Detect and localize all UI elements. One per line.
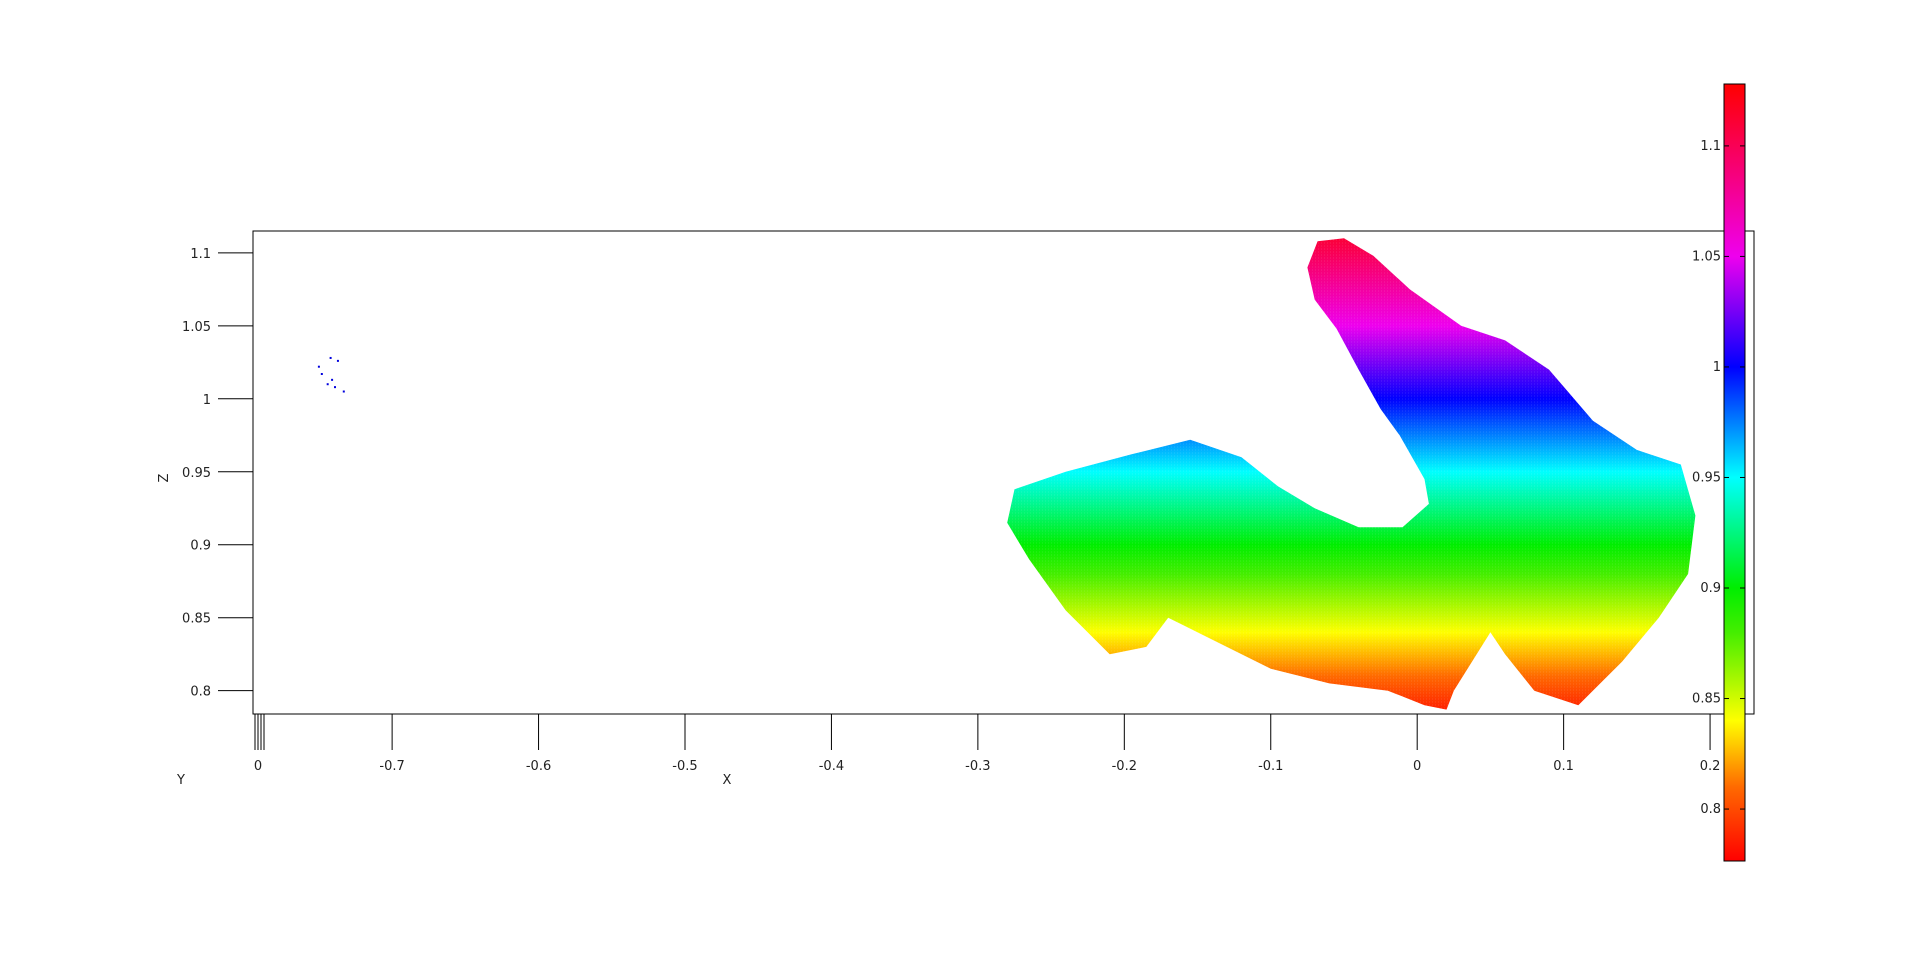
outlier-point <box>331 378 334 381</box>
x-tick-label: -0.2 <box>1112 759 1137 774</box>
outlier-point <box>336 359 339 362</box>
x-tick-label: -0.4 <box>819 759 844 774</box>
x-tick-label: -0.7 <box>379 759 404 774</box>
x-tick-label: -0.6 <box>526 759 551 774</box>
z-tick-label: 0.95 <box>182 466 211 481</box>
outlier-point <box>326 383 329 386</box>
outlier-point <box>342 390 345 393</box>
x-tick-label: 0 <box>1413 759 1421 774</box>
colorbar-tick-label: 0.95 <box>1692 470 1721 485</box>
y-tick-label: 0 <box>254 759 262 774</box>
y-axis: 0 <box>254 714 265 774</box>
colorbar-tick-label: 1.05 <box>1692 249 1721 264</box>
point-cloud-outlier <box>317 356 345 393</box>
colorbar-tick-label: 0.8 <box>1700 802 1721 817</box>
x-axis: -0.7 -0.6 -0.5 -0.4 -0.3 -0.2 -0.1 0 0.1 0.2 <box>379 714 1720 774</box>
outlier-point <box>329 356 332 359</box>
z-tick-label: 1.05 <box>182 320 211 335</box>
colorbar-tick-label: 0.9 <box>1700 581 1721 596</box>
x-tick-label: -0.5 <box>672 759 697 774</box>
point-cloud <box>317 238 1696 710</box>
outlier-point <box>320 373 323 376</box>
z-tick-label: 1.1 <box>190 247 211 262</box>
z-tick-label: 1 <box>203 393 211 408</box>
z-axis: 1.1 1.05 1 0.95 0.9 0.85 0.8 <box>182 247 253 700</box>
x-tick-label: 0.2 <box>1700 759 1721 774</box>
x-tick-label: 0.1 <box>1553 759 1574 774</box>
outlier-point <box>317 365 320 368</box>
colorbar-tick-label: 0.85 <box>1692 692 1721 707</box>
colorbar-tick-label: 1 <box>1713 360 1721 375</box>
z-tick-label: 0.8 <box>190 685 211 700</box>
x-tick-label: -0.1 <box>1258 759 1283 774</box>
x-tick-label: -0.3 <box>965 759 990 774</box>
colorbar-ticks: 1.1 1.05 1 0.95 0.9 0.85 0.8 <box>1692 139 1745 817</box>
z-tick-label: 0.9 <box>190 539 211 554</box>
colorbar <box>1723 83 1746 862</box>
y-axis-label: Y <box>176 773 185 788</box>
outlier-point <box>334 386 337 389</box>
x-axis-label: X <box>723 773 732 788</box>
colorbar-tick-label: 1.1 <box>1700 139 1721 154</box>
point-cloud-main <box>1007 238 1696 710</box>
z-tick-label: 0.85 <box>182 612 211 627</box>
plot-box <box>252 230 1755 715</box>
z-axis-label: Z <box>157 473 172 482</box>
